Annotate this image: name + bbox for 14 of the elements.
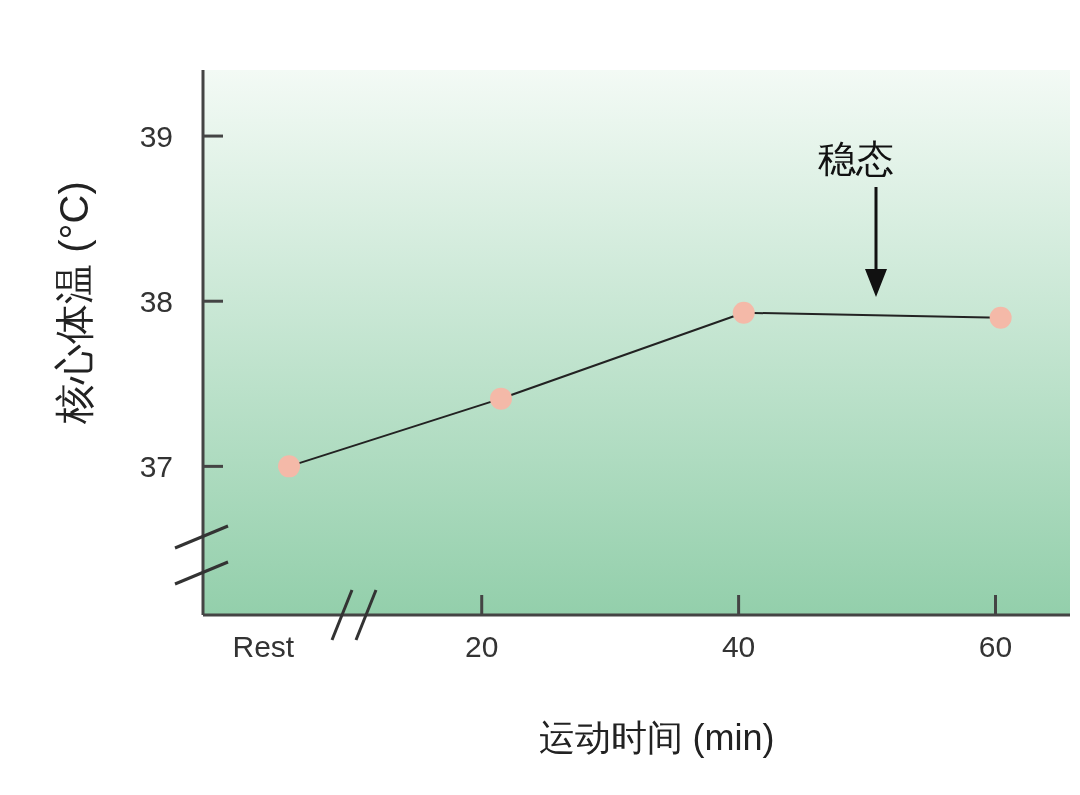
annotation: 稳态	[818, 138, 894, 180]
y-axis-title: 核心体温 (°C)	[52, 181, 96, 425]
x-tick-label: 40	[721, 630, 756, 663]
x-axis-title: 运动时间 (min)	[538, 717, 775, 758]
point	[732, 301, 755, 324]
point	[989, 306, 1012, 329]
y-tick-label: 39	[139, 120, 173, 154]
y-tick-label: 38	[139, 285, 173, 319]
point	[489, 387, 512, 410]
point	[278, 455, 301, 478]
x-tick-label: Rest	[232, 630, 295, 663]
y-tick-label: 37	[139, 450, 173, 484]
x-tick-label: 20	[465, 630, 499, 663]
x-tick-label: 60	[978, 630, 1013, 663]
